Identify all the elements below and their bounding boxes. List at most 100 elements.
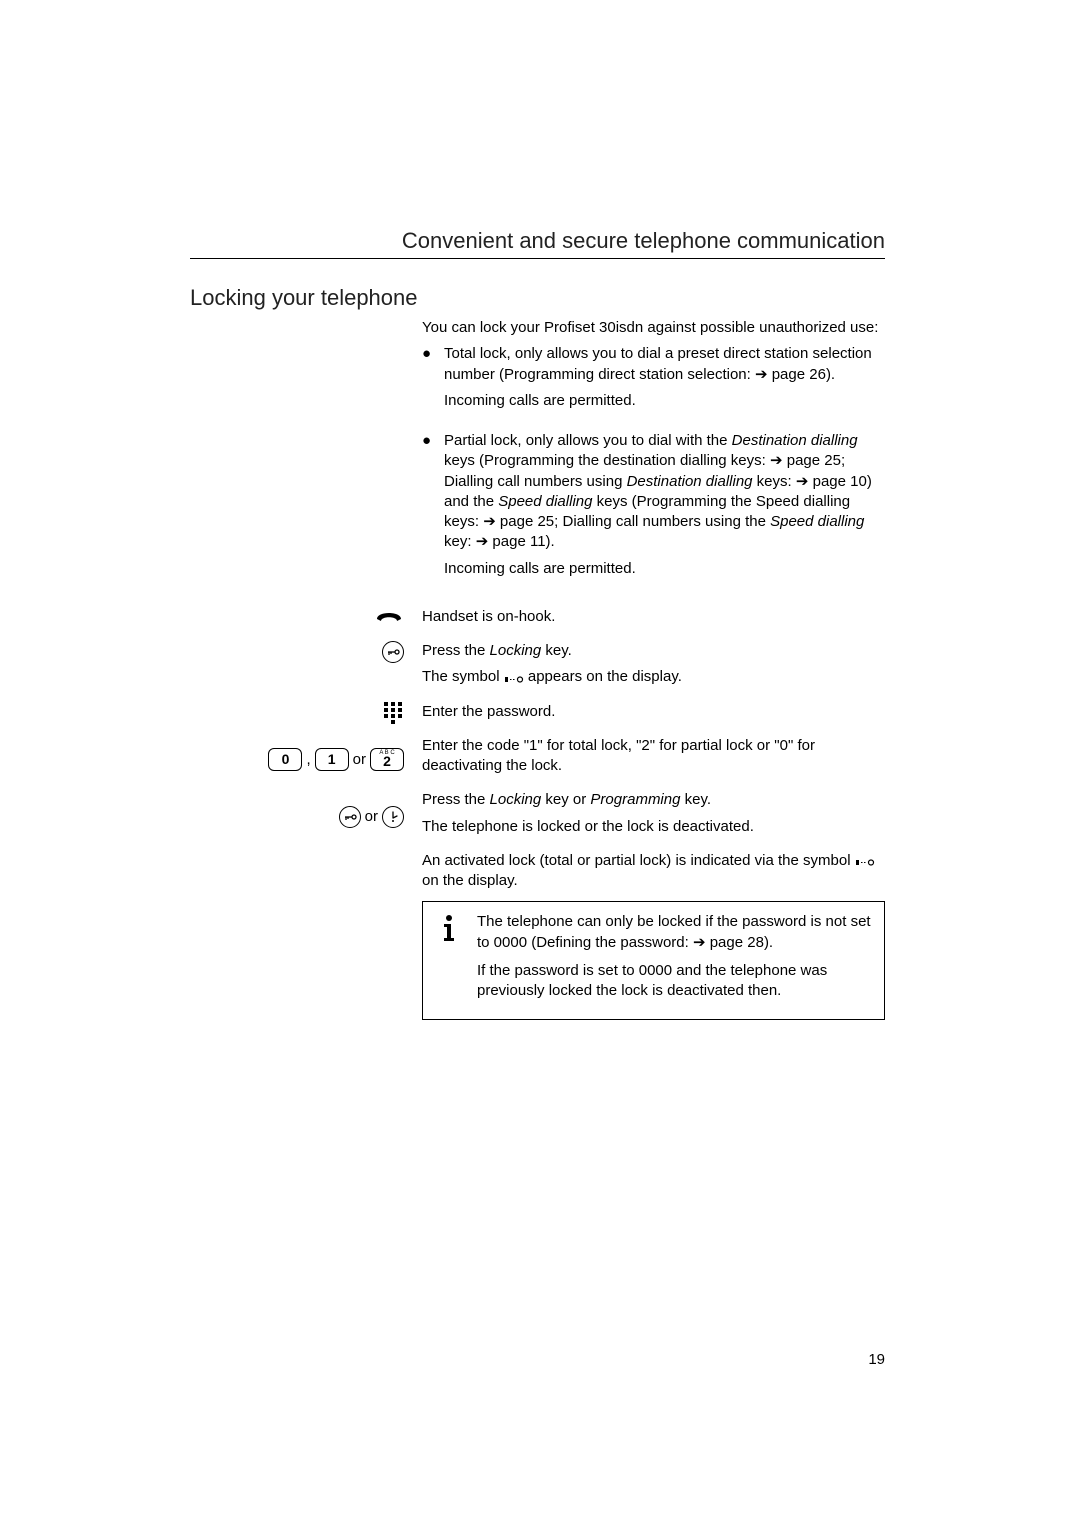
locking-key-icon	[382, 641, 404, 663]
confirm-line-2: The telephone is locked or the lock is d…	[422, 817, 885, 837]
bullet-item: ● Total lock, only allows you to dial a …	[422, 344, 885, 417]
key-2-label: 2	[383, 756, 391, 767]
bullet-2-after: Incoming calls are permitted.	[444, 559, 885, 579]
step-locking-row: Press the Locking key. The symbol appear…	[190, 641, 885, 694]
activated-icon-col	[190, 851, 422, 1021]
seg-ref: ➔ page 25	[483, 513, 554, 530]
step-code-row: 0 , 1 or A B C 2 Enter the code "1" for …	[190, 736, 885, 783]
seg: keys:	[753, 473, 796, 490]
note-box: The telephone can only be locked if the …	[422, 901, 885, 1020]
programming-word: Programming	[590, 791, 680, 808]
note-icon-col	[435, 912, 463, 1009]
note-p1-a: The telephone can only be locked if the …	[477, 913, 871, 950]
bullet-2-text: Partial lock, only allows you to dial wi…	[444, 431, 885, 553]
enter-code: Enter the code "1" for total lock, "2" f…	[422, 736, 885, 777]
bullet-1-ref: ➔ page 26	[755, 366, 826, 383]
key-1-label: 1	[328, 752, 336, 766]
key-0-icon: 0	[268, 748, 302, 771]
page: Convenient and secure telephone communic…	[0, 0, 1080, 1528]
bullet-1-tail: ).	[826, 366, 835, 383]
seg: Speed dialling	[498, 493, 592, 510]
locking-line-2: The symbol appears on the display.	[422, 667, 885, 687]
seg: Destination dialling	[627, 473, 753, 490]
comma: ,	[306, 748, 310, 771]
lock-symbol-icon	[855, 852, 875, 870]
bullet-dot-icon: ●	[422, 431, 444, 585]
step-confirm-text: Press the Locking key or Programming key…	[422, 790, 885, 843]
note-text-col: The telephone can only be locked if the …	[477, 912, 872, 1009]
locking-press: Press the	[422, 642, 490, 659]
step-code-text: Enter the code "1" for total lock, "2" f…	[422, 736, 885, 783]
code-keys-col: 0 , 1 or A B C 2	[190, 736, 422, 783]
confirm-line-1: Press the Locking key or Programming key…	[422, 790, 885, 810]
key-2-icon: A B C 2	[370, 748, 404, 771]
info-icon	[438, 914, 460, 944]
step-handset-text: Handset is on-hook.	[422, 607, 885, 633]
seg: Partial lock, only allows you to dial wi…	[444, 432, 732, 449]
locking-sym-a: The symbol	[422, 668, 504, 685]
press-c: key.	[680, 791, 711, 808]
or-text: or	[353, 748, 366, 771]
bullet-dot-icon: ●	[422, 344, 444, 417]
press-b: key or	[541, 791, 590, 808]
step-locking-text: Press the Locking key. The symbol appear…	[422, 641, 885, 694]
seg: key:	[444, 533, 476, 550]
locking-word: Locking	[490, 791, 542, 808]
note-p1-ref: ➔ page 28	[693, 934, 764, 951]
note-p2: If the password is set to 0000 and the t…	[477, 961, 872, 1002]
locking-word: Locking	[490, 642, 542, 659]
seg: ).	[546, 533, 555, 550]
seg: Speed dialling	[770, 513, 864, 530]
keypad-icon-col	[190, 702, 422, 728]
content: You can lock your Profiset 30isdn agains…	[190, 318, 885, 1028]
activated-row: An activated lock (total or partial lock…	[190, 851, 885, 1021]
key-1-icon: 1	[315, 748, 349, 771]
seg: keys (Programming the destination dialli…	[444, 452, 770, 469]
bullet-body: Total lock, only allows you to dial a pr…	[444, 344, 885, 417]
key-0-label: 0	[282, 752, 290, 766]
locking-key-icon	[339, 806, 361, 828]
note-p1-b: ).	[764, 934, 773, 951]
bullet-list: ● Total lock, only allows you to dial a …	[422, 344, 885, 585]
seg: Destination dialling	[732, 432, 858, 449]
handset-text: Handset is on-hook.	[422, 607, 885, 627]
step-password-text: Enter the password.	[422, 702, 885, 728]
locking-tail: key.	[541, 642, 572, 659]
seg-ref: ➔ page 10	[796, 473, 867, 490]
step-confirm-row: or Press the Locking key or Programming …	[190, 790, 885, 843]
locking-icon-col	[190, 641, 422, 694]
activated-a: An activated lock (total or partial lock…	[422, 852, 855, 869]
page-header-title: Convenient and secure telephone communic…	[402, 228, 885, 254]
locking-sym-b: appears on the display.	[528, 668, 682, 685]
bullet-1-text: Total lock, only allows you to dial a pr…	[444, 344, 885, 385]
programming-key-icon	[382, 806, 404, 828]
activated-text: An activated lock (total or partial lock…	[422, 851, 885, 1021]
activated-b: on the display.	[422, 872, 518, 889]
seg: ; Dialling call numbers using the	[554, 513, 770, 530]
or-text: or	[365, 805, 378, 828]
step-handset-row: Handset is on-hook.	[190, 607, 885, 633]
keypad-icon	[384, 702, 404, 724]
locking-line-1: Press the Locking key.	[422, 641, 885, 661]
bullet-1-after: Incoming calls are permitted.	[444, 391, 885, 411]
bullet-body: Partial lock, only allows you to dial wi…	[444, 431, 885, 585]
intro-row: You can lock your Profiset 30isdn agains…	[190, 318, 885, 599]
header-rule	[190, 258, 885, 259]
enter-password: Enter the password.	[422, 702, 885, 722]
intro-text: You can lock your Profiset 30isdn agains…	[422, 318, 885, 599]
section-title: Locking your telephone	[190, 285, 418, 311]
handset-icon	[374, 607, 404, 625]
confirm-keys-col: or	[190, 790, 422, 843]
seg-ref: ➔ page 25	[770, 452, 841, 469]
lock-symbol-icon	[504, 668, 524, 686]
press-a: Press the	[422, 791, 490, 808]
handset-icon-col	[190, 607, 422, 633]
page-number: 19	[868, 1351, 885, 1368]
activated-line: An activated lock (total or partial lock…	[422, 851, 885, 892]
step-password-row: Enter the password.	[190, 702, 885, 728]
seg-ref: ➔ page 11	[476, 533, 546, 550]
bullet-item: ● Partial lock, only allows you to dial …	[422, 431, 885, 585]
intro-paragraph: You can lock your Profiset 30isdn agains…	[422, 318, 885, 338]
intro-icon-col	[190, 318, 422, 599]
note-p1: The telephone can only be locked if the …	[477, 912, 872, 953]
